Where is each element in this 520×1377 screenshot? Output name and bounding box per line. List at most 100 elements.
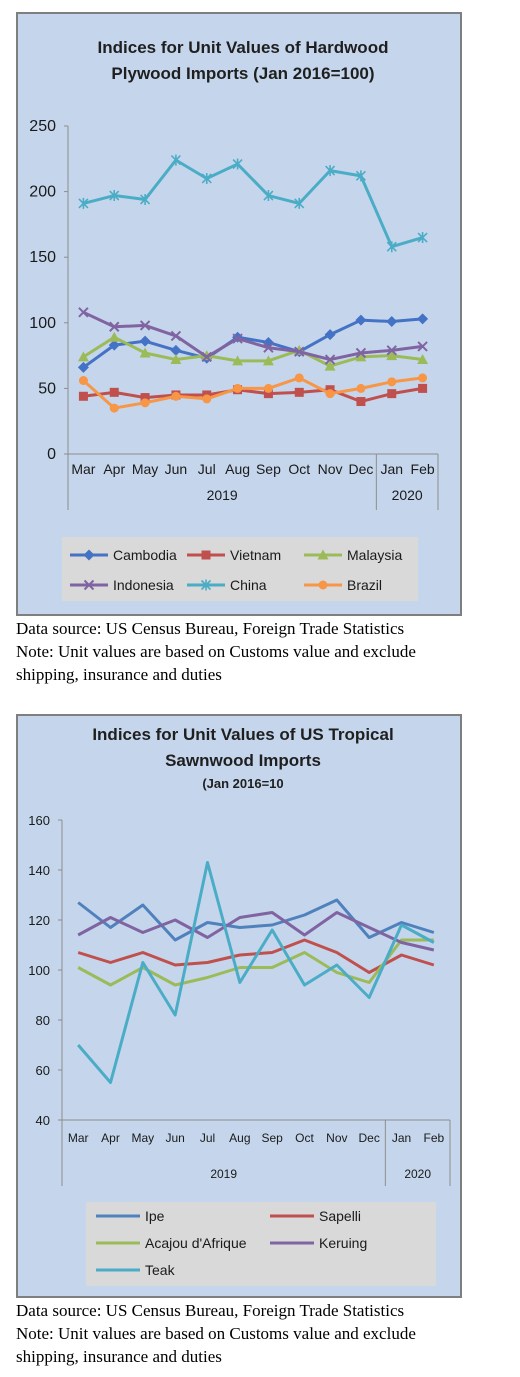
data-point-indonesia [294,346,305,357]
x-tick-label-aug: Aug [229,1131,250,1145]
data-point-vietnam [263,389,273,399]
legend-box [86,1202,436,1286]
legend-swatch-marker [317,549,329,560]
legend-box [62,537,418,601]
x-tick-label-jul: Jul [200,1131,215,1145]
y-tick-label: 50 [38,380,56,397]
plywood-line-chart: Indices for Unit Values of Hardwood Plywo… [29,38,439,601]
data-point-china [78,197,89,209]
legend-item-sapelli: Sapelli [270,1208,361,1224]
x-tick-label-nov: Nov [326,1131,347,1145]
x-group-label-2019: 2019 [210,1167,237,1181]
data-point-vietnam [109,387,119,397]
data-point-vietnam [418,383,428,393]
series-line-acajou-d-afrique [77,938,434,987]
sawnwood-caption: Data source: US Census Bureau, Foreign T… [16,1299,516,1368]
data-point-brazil [233,383,243,393]
data-point-china [140,193,151,205]
x-tick-label-apr: Apr [101,1131,120,1145]
data-point-malaysia [417,354,429,365]
series-line-brazil [82,376,423,410]
sawnwood-line-chart: Indices for Unit Values of US Tropical Sa… [28,725,451,1286]
x-tick-label-mar: Mar [71,461,95,477]
legend-swatch-marker [200,579,212,591]
sawnwood-data-source: Data source: US Census Bureau, Foreign T… [16,1301,405,1320]
series-line-malaysia [82,335,423,368]
x-tick-label-feb: Feb [423,1131,444,1145]
data-point-malaysia [262,355,274,366]
data-point-cambodia [108,339,120,351]
legend-label-china: China [230,577,267,593]
data-point-malaysia [355,351,367,362]
legend-swatch-marker [83,549,95,561]
chart-title-line-2: Sawnwood Imports [165,751,321,770]
series-line-teak [77,861,435,1084]
plywood-chart-panel: Indices for Unit Values of Hardwood Plywo… [16,12,462,616]
series-line-ipe [77,898,435,942]
data-point-indonesia [324,354,336,365]
data-point-cambodia [77,361,89,373]
data-point-brazil [356,383,366,393]
legend-item-china: China [187,577,267,593]
legend-label-vietnam: Vietnam [230,547,281,563]
data-point-china [355,170,366,182]
x-tick-label-sep: Sep [261,1131,283,1145]
y-tick-label: 120 [28,913,50,928]
data-point-brazil [387,377,397,387]
data-point-indonesia [232,333,243,344]
legend-item-keruing: Keruing [270,1235,367,1251]
plywood-note-line-1: Note: Unit values are based on Customs v… [16,642,416,661]
x-tick-label-jan: Jan [392,1131,411,1145]
legend-item-malaysia: Malaysia [304,547,402,563]
data-point-brazil [418,373,428,383]
data-point-malaysia [139,347,151,358]
data-point-malaysia [232,355,244,366]
legend-item-acajou-d-afrique: Acajou d'Afrique [96,1235,247,1251]
x-tick-label-jun: Jun [165,1131,184,1145]
legend-label-acajou-d-afrique: Acajou d'Afrique [145,1235,247,1251]
x-tick-label-sep: Sep [256,461,281,477]
series-china [78,154,428,253]
data-point-indonesia [78,307,89,318]
legend-label-indonesia: Indonesia [113,577,174,593]
x-tick-label-aug: Aug [225,461,250,477]
x-tick-label-feb: Feb [411,461,435,477]
data-point-indonesia [139,320,151,331]
data-point-cambodia [386,315,398,327]
data-point-brazil [109,403,119,413]
data-point-indonesia [109,321,120,332]
data-point-china [232,158,243,170]
legend-label-cambodia: Cambodia [113,547,177,563]
series-line-china [83,158,424,249]
data-point-china [170,154,181,166]
x-tick-label-apr: Apr [103,461,125,477]
data-point-vietnam [356,397,366,407]
data-point-vietnam [140,393,150,403]
legend-label-ipe: Ipe [145,1208,165,1224]
x-tick-label-dec: Dec [348,461,373,477]
data-point-indonesia [170,330,182,342]
legend-item-teak: Teak [96,1262,176,1278]
sawnwood-chart-panel: Indices for Unit Values of US Tropical Sa… [16,714,462,1298]
series-keruing [77,911,435,952]
x-tick-label-dec: Dec [358,1131,379,1145]
legend-swatch-marker [83,579,95,591]
x-group-label-2020: 2020 [404,1167,431,1181]
x-tick-label-jul: Jul [198,461,216,477]
plywood-data-source: Data source: US Census Bureau, Foreign T… [16,619,405,638]
data-point-indonesia [417,341,428,352]
y-tick-label: 40 [36,1113,50,1128]
data-point-cambodia [139,335,151,347]
sawnwood-note-line-1: Note: Unit values are based on Customs v… [16,1324,416,1343]
x-tick-label-may: May [132,461,158,477]
data-point-cambodia [324,329,336,341]
legend-label-keruing: Keruing [319,1235,367,1251]
chart-title-line-2: Plywood Imports (Jan 2016=100) [111,64,374,83]
data-point-brazil [325,389,335,399]
legend-label-brazil: Brazil [347,577,382,593]
legend-label-teak: Teak [145,1262,176,1278]
sawnwood-note-line-2: shipping, insurance and duties [16,1347,222,1366]
data-point-china [263,190,274,202]
series-line-keruing [77,911,435,952]
data-point-malaysia [108,331,120,342]
